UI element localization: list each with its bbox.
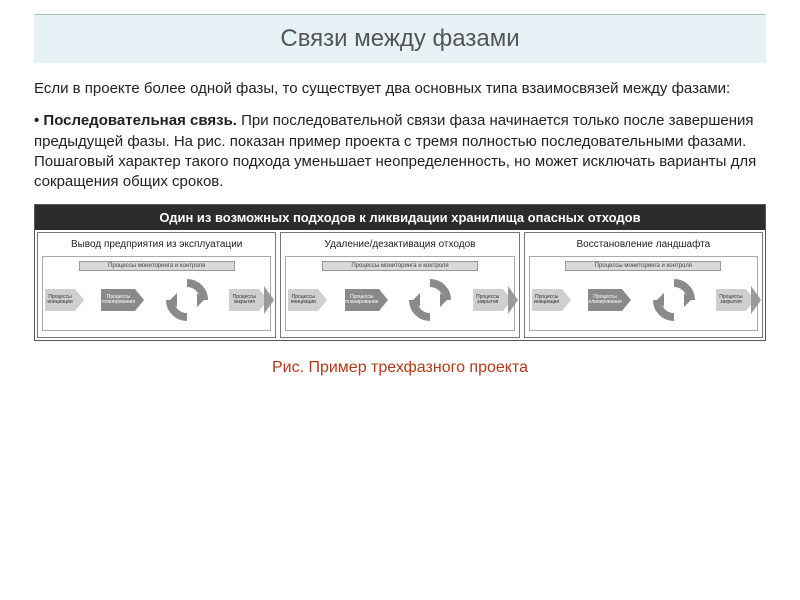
- phase-3: Восстановление ландшафта Процессы монито…: [524, 232, 763, 338]
- phase-1: Вывод предприятия из эксплуатации Процес…: [37, 232, 276, 338]
- phases-row: Вывод предприятия из эксплуатации Процес…: [35, 230, 765, 340]
- top-label: Процессы мониторинга и контроля: [322, 261, 478, 271]
- figure-banner: Один из возможных подходов к ликвидации …: [35, 205, 765, 230]
- sequential-label: • Последовательная связь.: [34, 112, 237, 129]
- paragraph-sequential: • Последовательная связь. При последоват…: [34, 111, 766, 192]
- paragraph-intro: Если в проекте более одной фазы, то суще…: [34, 79, 766, 99]
- phase-1-diagram: Процессы мониторинга и контроля Процессы…: [42, 256, 271, 331]
- arrow-planning: Процессы планирования: [345, 287, 388, 313]
- phase-2-title: Удаление/дезактивация отходов: [285, 237, 514, 256]
- phase-out-arrow-icon: [751, 286, 761, 314]
- arrow-closing: Процессы закрытия: [716, 287, 755, 313]
- phase-out-arrow-icon: [508, 286, 518, 314]
- body-text: Если в проекте более одной фазы, то суще…: [34, 79, 766, 192]
- figure-container: Один из возможных подходов к ликвидации …: [34, 204, 766, 341]
- figure-caption: Рис. Пример трехфазного проекта: [34, 359, 766, 377]
- arrow-planning: Процессы планирования: [101, 287, 144, 313]
- arrow-initiation: Процессы инициации: [288, 287, 327, 313]
- cycle-icon: [407, 277, 453, 323]
- arrow-initiation: Процессы инициации: [532, 287, 571, 313]
- page-title: Связи между фазами: [34, 14, 766, 63]
- phase-2-diagram: Процессы мониторинга и контроля Процессы…: [285, 256, 514, 331]
- phase-3-diagram: Процессы мониторинга и контроля Процессы…: [529, 256, 758, 331]
- top-label: Процессы мониторинга и контроля: [565, 261, 721, 271]
- arrow-closing: Процессы закрытия: [229, 287, 268, 313]
- phase-2: Удаление/дезактивация отходов Процессы м…: [280, 232, 519, 338]
- arrow-closing: Процессы закрытия: [473, 287, 512, 313]
- arrow-planning: Процессы планирования: [588, 287, 631, 313]
- top-label: Процессы мониторинга и контроля: [79, 261, 235, 271]
- cycle-icon: [651, 277, 697, 323]
- cycle-icon: [164, 277, 210, 323]
- phase-3-title: Восстановление ландшафта: [529, 237, 758, 256]
- arrow-initiation: Процессы инициации: [45, 287, 84, 313]
- phase-out-arrow-icon: [264, 286, 274, 314]
- phase-1-title: Вывод предприятия из эксплуатации: [42, 237, 271, 256]
